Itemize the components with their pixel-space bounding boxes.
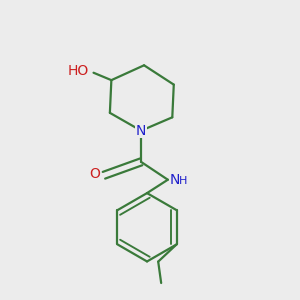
Text: N: N: [136, 124, 146, 138]
Text: O: O: [89, 167, 100, 182]
Text: N: N: [169, 173, 180, 187]
Text: HO: HO: [68, 64, 89, 78]
Text: H: H: [179, 176, 188, 186]
